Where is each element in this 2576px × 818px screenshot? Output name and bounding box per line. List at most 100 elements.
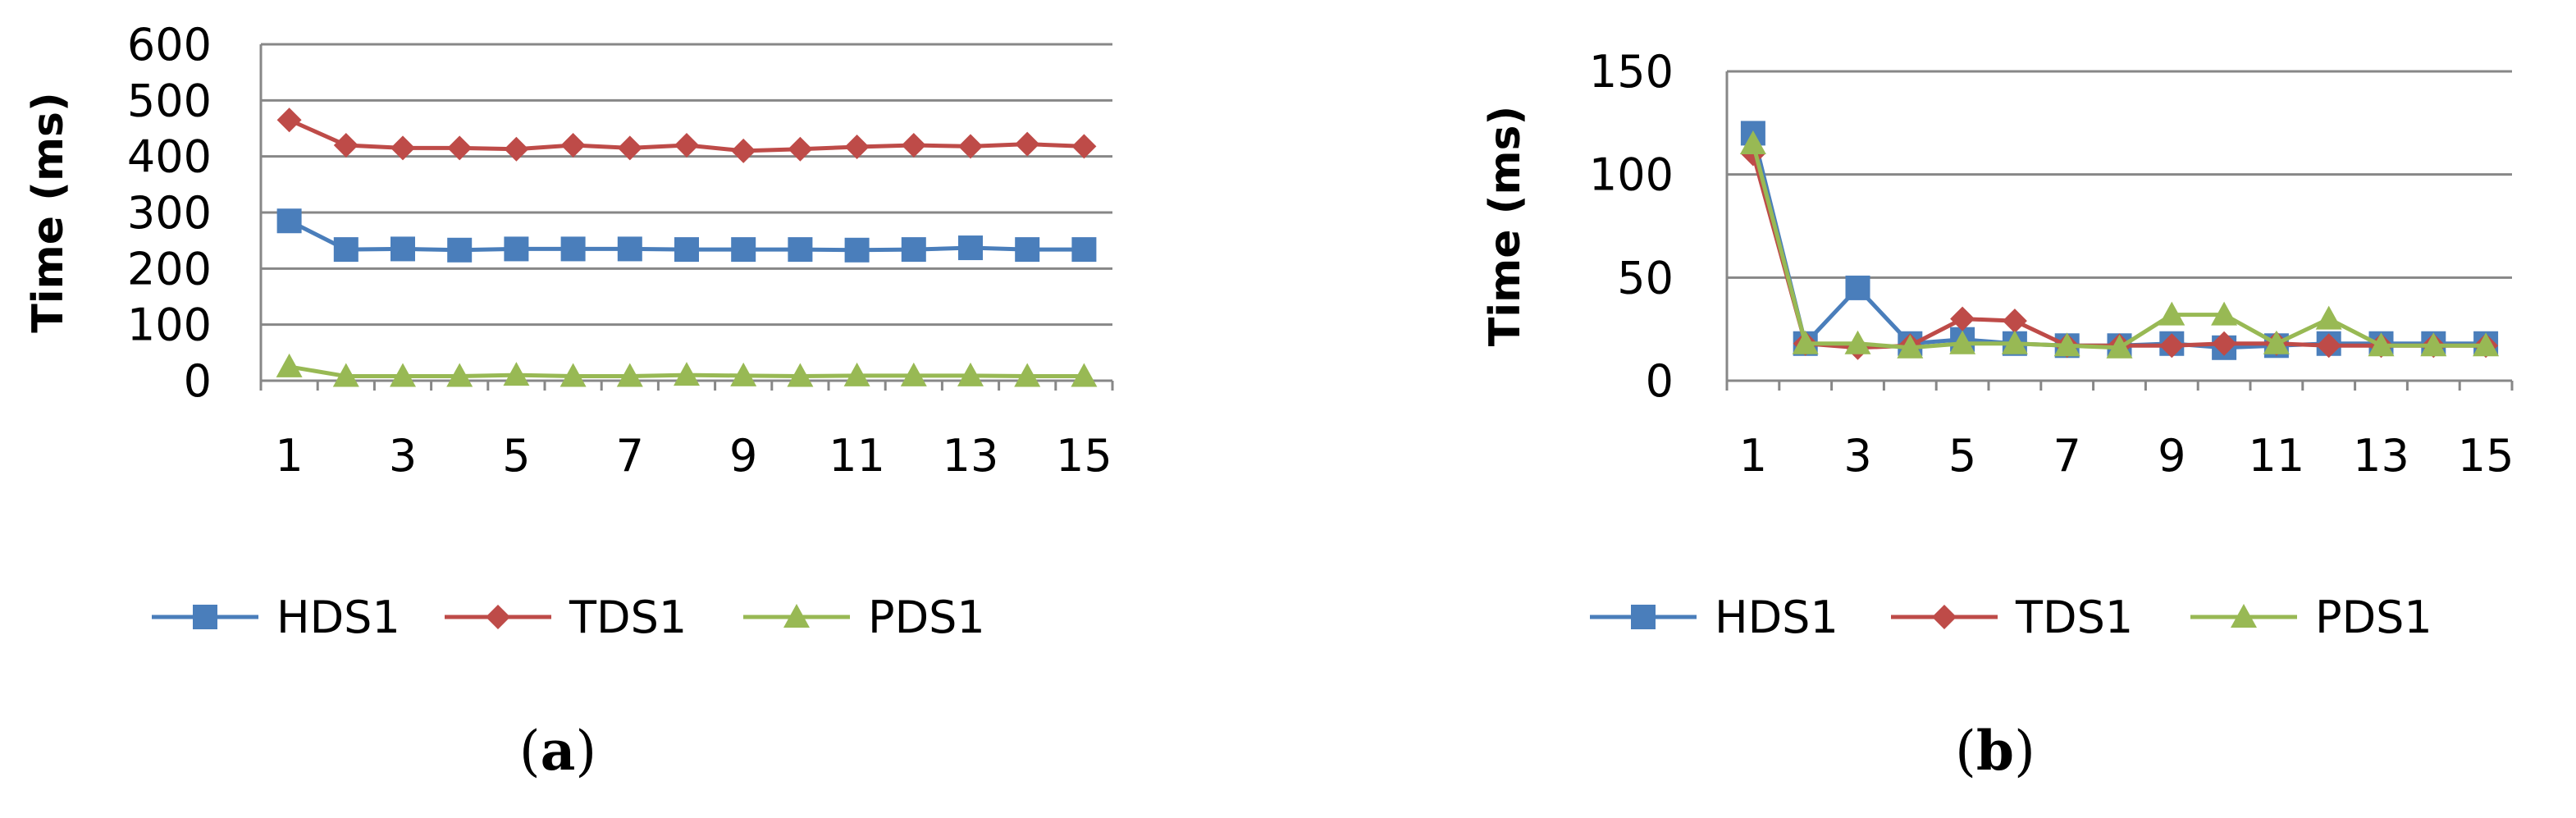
data-point — [2106, 334, 2133, 359]
x-tick-label: 5 — [1948, 430, 1976, 482]
y-tick-label: 200 — [127, 243, 212, 295]
y-axis-label: Time (ms) — [1481, 106, 1530, 347]
data-point — [2263, 330, 2290, 354]
data-point — [1792, 330, 1819, 354]
data-point — [390, 363, 416, 387]
data-point — [276, 107, 302, 133]
data-point — [901, 133, 926, 158]
data-point — [616, 363, 643, 387]
x-tick-label: 9 — [2158, 430, 2185, 482]
data-point — [560, 363, 587, 387]
legend-label: HDS1 — [276, 592, 400, 643]
data-point — [446, 363, 473, 387]
legend-marker — [193, 605, 217, 629]
data-point — [2002, 308, 2027, 334]
panel-label: (b) — [1955, 719, 2035, 783]
data-point — [1949, 330, 1976, 354]
data-point — [1739, 130, 1766, 154]
series-tds1 — [276, 107, 1097, 163]
x-tick-label: 9 — [729, 430, 757, 482]
x-tick-label: 7 — [616, 430, 644, 482]
data-point — [1071, 363, 1098, 387]
data-point — [674, 133, 699, 158]
y-tick-label: 0 — [1646, 355, 1674, 407]
legend-marker — [2231, 604, 2257, 628]
legend-item-hds1: HDS1 — [1590, 592, 1838, 643]
data-point — [333, 133, 359, 158]
series-pds1 — [1739, 130, 2500, 359]
panel-label: (a) — [519, 719, 596, 783]
data-point — [504, 236, 529, 262]
data-point — [2001, 330, 2028, 354]
y-tick-label: 500 — [127, 75, 212, 126]
data-point — [504, 136, 529, 162]
data-point — [2315, 305, 2342, 330]
data-point — [843, 362, 870, 386]
data-point — [731, 237, 756, 263]
series-pds1 — [276, 353, 1098, 387]
data-point — [2158, 301, 2185, 326]
legend: HDS1 TDS1 PDS1 — [1590, 592, 2432, 643]
data-point — [391, 236, 415, 262]
series-line-hds1 — [1751, 132, 2487, 350]
legend-label: PDS1 — [868, 592, 985, 643]
series-line-tds1 — [1751, 153, 2487, 350]
x-tick-label: 15 — [1056, 430, 1112, 482]
data-point — [1071, 134, 1097, 159]
data-point — [2211, 301, 2238, 326]
data-point — [674, 362, 700, 386]
legend-label: HDS1 — [1715, 592, 1838, 643]
data-point — [1014, 363, 1041, 387]
data-point — [844, 135, 870, 160]
legend-label: TDS1 — [569, 592, 687, 643]
y-tick-label: 100 — [127, 299, 212, 351]
x-tick-label: 3 — [1843, 430, 1871, 482]
data-point — [617, 236, 642, 262]
data-point — [333, 237, 359, 263]
y-tick-label: 400 — [127, 131, 212, 183]
legend-label: PDS1 — [2315, 592, 2432, 643]
legend-item-hds1: HDS1 — [152, 592, 400, 643]
x-tick-label: 15 — [2458, 430, 2514, 482]
data-point — [788, 136, 813, 162]
legend-item-pds1: PDS1 — [743, 592, 985, 643]
data-point — [447, 237, 473, 263]
data-point — [503, 362, 530, 386]
y-tick-label: 300 — [127, 187, 212, 239]
data-point — [560, 236, 586, 262]
data-point — [1844, 330, 1871, 354]
data-point — [560, 133, 586, 158]
data-point — [844, 237, 870, 263]
data-point — [447, 135, 473, 161]
legend-item-tds1: TDS1 — [1891, 592, 2133, 643]
data-point — [1845, 275, 1870, 300]
data-point — [958, 134, 983, 159]
data-point — [2420, 332, 2447, 357]
data-point — [958, 235, 983, 261]
data-point — [276, 353, 303, 377]
data-point — [2053, 332, 2080, 357]
data-point — [674, 237, 699, 263]
legend-item-tds1: TDS1 — [445, 592, 687, 643]
data-point — [1071, 237, 1097, 263]
x-tick-label: 11 — [2249, 430, 2305, 482]
x-tick-label: 3 — [389, 430, 417, 482]
legend-label: TDS1 — [2015, 592, 2133, 643]
data-point — [1015, 131, 1040, 157]
data-point — [1897, 334, 1924, 359]
x-tick-label: 1 — [1739, 430, 1767, 482]
data-point — [788, 237, 813, 263]
y-tick-label: 600 — [127, 19, 212, 71]
data-point — [730, 362, 757, 386]
y-tick-label: 50 — [1617, 252, 1674, 304]
x-tick-label: 11 — [829, 430, 885, 482]
y-tick-label: 0 — [184, 355, 212, 407]
data-point — [2316, 333, 2341, 359]
x-tick-label: 7 — [2053, 430, 2081, 482]
x-tick-label: 13 — [943, 430, 999, 482]
legend-marker — [486, 605, 510, 629]
data-point — [332, 363, 359, 387]
data-point — [276, 208, 302, 234]
series-hds1 — [276, 208, 1097, 263]
